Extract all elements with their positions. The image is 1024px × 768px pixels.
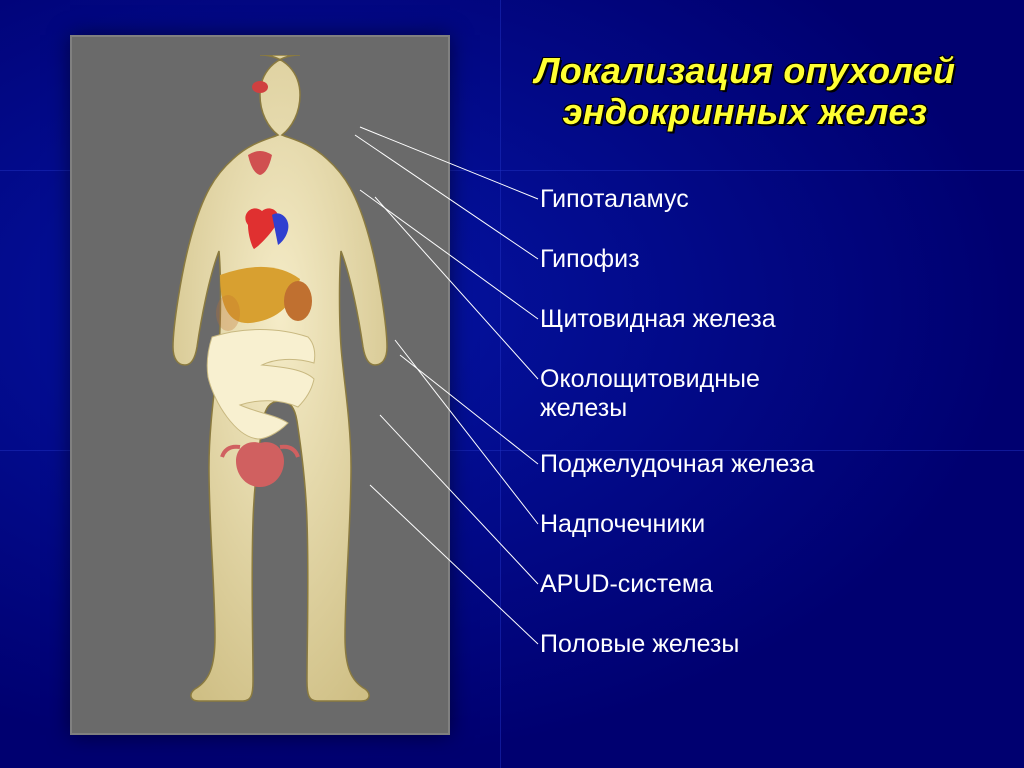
gland-label: Половые железы xyxy=(540,630,739,659)
gland-label: APUD-система xyxy=(540,570,713,599)
gland-label: Гипофиз xyxy=(540,245,640,274)
anatomy-frame xyxy=(70,35,450,735)
gland-label: Щитовидная железа xyxy=(540,305,776,334)
gland-label: Поджелудочная железа xyxy=(540,450,814,479)
gland-label: Надпочечники xyxy=(540,510,705,539)
human-body-figure xyxy=(100,55,420,715)
gland-label: Околощитовидныежелезы xyxy=(540,365,760,423)
slide-title: Локализация опухолей эндокринных желез xyxy=(490,50,1000,133)
gland-label: Гипоталамус xyxy=(540,185,689,214)
